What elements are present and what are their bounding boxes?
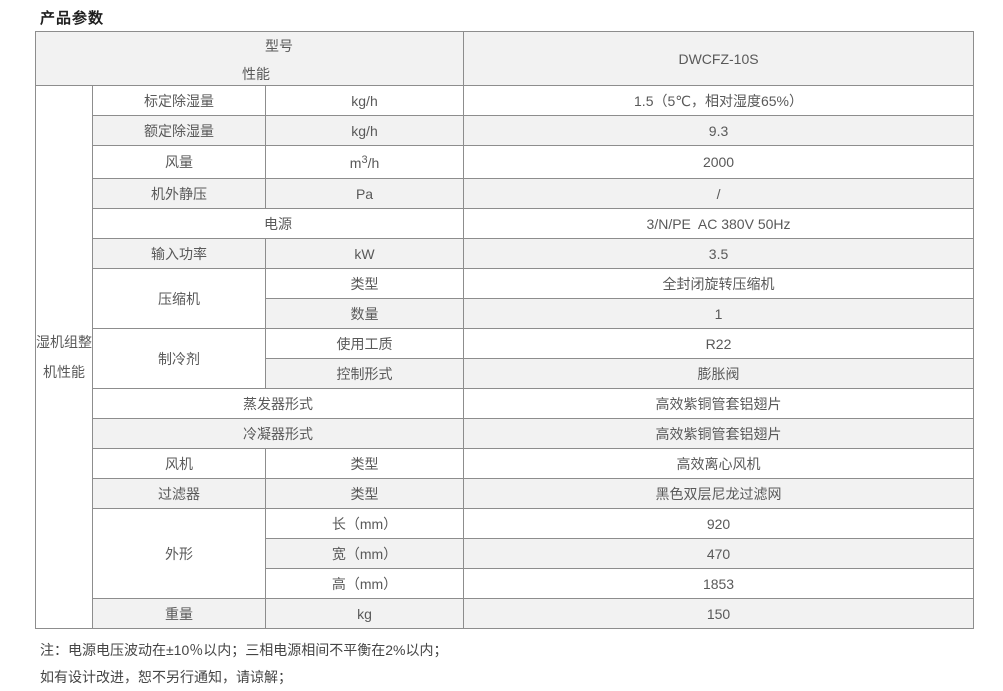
table-row: 高（mm） 1853 xyxy=(36,568,975,599)
rated-dehumid-unit: kg/h xyxy=(264,85,465,116)
table-row: 外形 长（mm） 920 xyxy=(36,508,975,599)
dimensions-length-label: 长（mm） xyxy=(264,508,465,539)
table-row: 重量 kg 150 xyxy=(36,598,975,629)
header-performance-label: 性能 xyxy=(242,66,270,82)
refrigerant-medium-label: 使用工质 xyxy=(264,328,465,359)
nominal-dehumid-value: 9.3 xyxy=(463,115,975,146)
table-row: 风量 m3/h 2000 xyxy=(36,145,975,179)
compressor-type-value: 全封闭旋转压缩机 xyxy=(463,268,975,299)
rated-dehumid-value: 1.5（5℃，相对湿度65%） xyxy=(463,85,975,116)
compressor-name: 压缩机 xyxy=(92,268,266,329)
category-line2: 机性能 xyxy=(43,364,85,380)
weight-value: 150 xyxy=(463,598,975,629)
table-row: 风机 类型 高效离心风机 xyxy=(36,448,975,479)
header-corner-cell: 型号 性能 xyxy=(34,31,465,86)
input-power-name: 输入功率 xyxy=(92,238,266,269)
dimensions-height-label: 高（mm） xyxy=(264,568,465,599)
condenser-value: 高效紫铜管套铝翅片 xyxy=(463,418,975,449)
header-row: 型号 性能 DWCFZ-10S xyxy=(34,31,975,86)
air-volume-unit: m3/h xyxy=(264,145,465,179)
category-line1: 湿机组整 xyxy=(36,334,92,350)
weight-unit: kg xyxy=(264,598,465,629)
fan-type-value: 高效离心风机 xyxy=(463,448,975,479)
refrigerant-name: 制冷剂 xyxy=(92,328,266,389)
footnote-line1: 注：电源电压波动在±10％以内；三相电源相间不平衡在2%以内； xyxy=(40,642,448,658)
input-power-unit: kW xyxy=(264,238,465,269)
compressor-qty-value: 1 xyxy=(463,298,975,329)
rated-dehumid-name: 标定除湿量 xyxy=(92,85,266,116)
spec-table: 型号 性能 DWCFZ-10S 湿机组整 机性能 标定除湿量 kg/h 1.5（… xyxy=(34,31,975,629)
dimensions-width-label: 宽（mm） xyxy=(264,538,465,569)
fan-name: 风机 xyxy=(92,448,266,479)
compressor-type-label: 类型 xyxy=(264,268,465,299)
table-row: 机外静压 Pa / xyxy=(36,178,975,209)
table-row: 额定除湿量 kg/h 9.3 xyxy=(36,115,975,146)
evaporator-name: 蒸发器形式 xyxy=(91,388,465,419)
weight-name: 重量 xyxy=(92,598,266,629)
table-row: 压缩机 类型 全封闭旋转压缩机 xyxy=(36,268,975,329)
condenser-name: 冷凝器形式 xyxy=(91,418,465,449)
filter-type-value: 黑色双层尼龙过滤网 xyxy=(463,478,975,509)
table-row: 蒸发器形式 高效紫铜管套铝翅片 xyxy=(36,388,975,419)
table-row: 电源 3/N/PE AC 380V 50Hz xyxy=(36,208,975,239)
filter-name: 过滤器 xyxy=(92,478,266,509)
page-title: 产品参数 xyxy=(40,10,105,27)
dimensions-length-value: 920 xyxy=(463,508,975,539)
header-model-value: DWCFZ-10S xyxy=(463,31,975,86)
table-row: 冷凝器形式 高效紫铜管套铝翅片 xyxy=(36,418,975,449)
input-power-value: 3.5 xyxy=(463,238,975,269)
dimensions-width-value: 470 xyxy=(463,538,975,569)
category-cell: 湿机组整 机性能 xyxy=(35,85,93,629)
footnotes: 注：电源电压波动在±10％以内；三相电源相间不平衡在2%以内； 如有设计改进，恕… xyxy=(40,637,448,691)
refrigerant-control-label: 控制形式 xyxy=(264,358,465,389)
refrigerant-medium-value: R22 xyxy=(463,328,975,359)
air-volume-unit-rest: /h xyxy=(367,154,380,171)
dimensions-name: 外形 xyxy=(92,508,266,599)
power-supply-name: 电源 xyxy=(91,208,465,239)
air-volume-unit-base: m xyxy=(349,154,362,171)
footnote-line2: 如有设计改进，恕不另行通知，请谅解； xyxy=(40,669,292,685)
static-pressure-name: 机外静压 xyxy=(92,178,266,209)
table-row: 湿机组整 机性能 标定除湿量 kg/h 1.5（5℃，相对湿度65%） xyxy=(35,85,975,629)
air-volume-name: 风量 xyxy=(92,145,266,179)
nominal-dehumid-name: 额定除湿量 xyxy=(92,115,266,146)
filter-type-label: 类型 xyxy=(264,478,465,509)
dimensions-height-value: 1853 xyxy=(463,568,975,599)
nominal-dehumid-unit: kg/h xyxy=(264,115,465,146)
table-row: 数量 1 xyxy=(36,298,975,329)
table-row: 输入功率 kW 3.5 xyxy=(36,238,975,269)
header-model-label: 型号 xyxy=(265,38,293,54)
air-volume-unit-sup: 3 xyxy=(361,153,368,166)
table-row: 制冷剂 使用工质 R22 xyxy=(36,328,975,389)
compressor-qty-label: 数量 xyxy=(264,298,465,329)
static-pressure-unit: Pa xyxy=(264,178,465,209)
refrigerant-control-value: 膨胀阀 xyxy=(463,358,975,389)
static-pressure-value: / xyxy=(463,178,975,209)
table-row: 过滤器 类型 黑色双层尼龙过滤网 xyxy=(36,478,975,509)
table-row: 控制形式 膨胀阀 xyxy=(36,358,975,389)
evaporator-value: 高效紫铜管套铝翅片 xyxy=(463,388,975,419)
fan-type-label: 类型 xyxy=(264,448,465,479)
power-supply-value: 3/N/PE AC 380V 50Hz xyxy=(463,208,975,239)
air-volume-value: 2000 xyxy=(463,145,975,179)
